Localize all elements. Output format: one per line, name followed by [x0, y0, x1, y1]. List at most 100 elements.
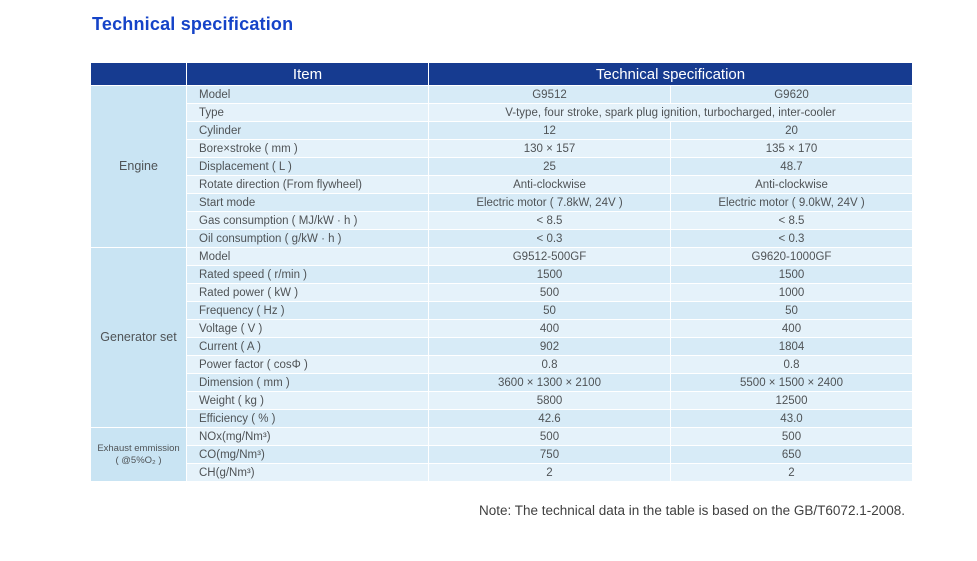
- value-cell: 400: [671, 320, 912, 337]
- value-cell: Electric motor ( 9.0kW, 24V ): [671, 194, 912, 211]
- value-cell: 12500: [671, 392, 912, 409]
- table-row: Rated power ( kW ) 500 1000: [91, 284, 912, 301]
- item-cell: NOx(mg/Nm³): [187, 428, 428, 445]
- item-cell: Efficiency ( % ): [187, 410, 428, 427]
- value-cell: G9620: [671, 86, 912, 103]
- value-cell: 500: [429, 284, 670, 301]
- item-cell: Current ( A ): [187, 338, 428, 355]
- item-cell: Dimension ( mm ): [187, 374, 428, 391]
- item-cell: Rotate direction (From flywheel): [187, 176, 428, 193]
- value-cell: 50: [429, 302, 670, 319]
- item-cell: Start mode: [187, 194, 428, 211]
- value-cell: 25: [429, 158, 670, 175]
- table-row: Engine Model G9512 G9620: [91, 86, 912, 247]
- value-cell: 3600 × 1300 × 2100: [429, 374, 670, 391]
- value-cell: 650: [671, 446, 912, 463]
- item-cell: Bore×stroke ( mm ): [187, 140, 428, 157]
- row-group-label: Exhaust emmission( @5%O₂ ): [91, 428, 186, 481]
- value-cell: 500: [671, 428, 912, 445]
- value-cell: 50: [671, 302, 912, 319]
- table-row: Rotate direction (From flywheel) Anti-clo…: [91, 176, 912, 193]
- value-cell: 5800: [429, 392, 670, 409]
- table-row: Current ( A ) 902 1804: [91, 338, 912, 355]
- value-cell: 2: [429, 464, 670, 481]
- value-cell: 48.7: [671, 158, 912, 175]
- value-cell: 0.8: [429, 356, 670, 373]
- table-row: CH(g/Nm³) 2 2: [91, 464, 912, 481]
- item-cell: Gas consumption ( MJ/kW · h ): [187, 212, 428, 229]
- value-cell: 1804: [671, 338, 912, 355]
- item-cell: Rated power ( kW ): [187, 284, 428, 301]
- table-row: Gas consumption ( MJ/kW · h ) < 8.5 < 8.5: [91, 212, 912, 229]
- value-cell: 500: [429, 428, 670, 445]
- value-cell: 400: [429, 320, 670, 337]
- table-row: Frequency ( Hz ) 50 50: [91, 302, 912, 319]
- value-cell: 12: [429, 122, 670, 139]
- item-cell: CH(g/Nm³): [187, 464, 428, 481]
- value-cell: < 8.5: [671, 212, 912, 229]
- table-row: Generator set Model G9512-500GF G9620-1000G…: [91, 248, 912, 427]
- value-cell: 42.6: [429, 410, 670, 427]
- spec-table-body: Engine Model G9512 G9620 Type V-type, four st…: [91, 86, 912, 481]
- item-column-header: Item: [187, 63, 428, 85]
- header-row: Item Technical specification: [91, 63, 912, 85]
- spec-table: Item Technical specification Engine Model…: [90, 62, 913, 482]
- table-row: Rated speed ( r/min ) 1500 1500: [91, 266, 912, 283]
- value-cell: 750: [429, 446, 670, 463]
- page-title: Technical specification: [92, 14, 294, 34]
- table-row: Power factor ( cosΦ ) 0.8 0.8: [91, 356, 912, 373]
- table-row: Start mode Electric motor ( 7.8kW, 24V ) E…: [91, 194, 912, 211]
- value-cell: 20: [671, 122, 912, 139]
- corner-header-cell: [91, 63, 186, 85]
- value-cell: 130 × 157: [429, 140, 670, 157]
- item-cell: Displacement ( L ): [187, 158, 428, 175]
- value-cell: 2: [671, 464, 912, 481]
- item-cell: Model: [187, 248, 428, 265]
- table-row: Type V-type, four stroke, spark plug igni…: [91, 104, 912, 121]
- value-cell: G9512: [429, 86, 670, 103]
- table-row: CO(mg/Nm³) 750 650: [91, 446, 912, 463]
- value-cell: G9512-500GF: [429, 248, 670, 265]
- value-cell: 5500 × 1500 × 2400: [671, 374, 912, 391]
- row-group-label: Generator set: [91, 248, 186, 427]
- table-row: Bore×stroke ( mm ) 130 × 157 135 × 170: [91, 140, 912, 157]
- value-cell: Electric motor ( 7.8kW, 24V ): [429, 194, 670, 211]
- row-group-label: Engine: [91, 86, 186, 247]
- spec-table-header: Item Technical specification: [91, 63, 912, 85]
- table-row: Displacement ( L ) 25 48.7: [91, 158, 912, 175]
- table-row: Weight ( kg ) 5800 12500: [91, 392, 912, 409]
- item-cell: Cylinder: [187, 122, 428, 139]
- table-row: Voltage ( V ) 400 400: [91, 320, 912, 337]
- item-cell: Power factor ( cosΦ ): [187, 356, 428, 373]
- item-cell: Model: [187, 86, 428, 103]
- value-cell: Anti-clockwise: [429, 176, 670, 193]
- table-row: Oil consumption ( g/kW · h ) < 0.3 < 0.3: [91, 230, 912, 247]
- value-cell: Anti-clockwise: [671, 176, 912, 193]
- value-cell: 1500: [671, 266, 912, 283]
- spec-column-header: Technical specification: [429, 63, 912, 85]
- value-cell: < 0.3: [429, 230, 670, 247]
- value-cell: G9620-1000GF: [671, 248, 912, 265]
- value-cell: < 0.3: [671, 230, 912, 247]
- item-cell: Voltage ( V ): [187, 320, 428, 337]
- note-text: Note: The technical data in the table is…: [478, 503, 905, 518]
- item-cell: Weight ( kg ): [187, 392, 428, 409]
- table-row: Dimension ( mm ) 3600 × 1300 × 2100 5500 ×…: [91, 374, 912, 391]
- table-row: Cylinder 12 20: [91, 122, 912, 139]
- value-cell-span: V-type, four stroke, spark plug ignition…: [429, 104, 912, 121]
- table-row: Efficiency ( % ) 42.6 43.0: [91, 410, 912, 427]
- value-cell: 1500: [429, 266, 670, 283]
- value-cell: 1000: [671, 284, 912, 301]
- value-cell: 902: [429, 338, 670, 355]
- value-cell: 43.0: [671, 410, 912, 427]
- item-cell: Oil consumption ( g/kW · h ): [187, 230, 428, 247]
- value-cell: 135 × 170: [671, 140, 912, 157]
- item-cell: Rated speed ( r/min ): [187, 266, 428, 283]
- value-cell: 0.8: [671, 356, 912, 373]
- value-cell: < 8.5: [429, 212, 670, 229]
- item-cell: CO(mg/Nm³): [187, 446, 428, 463]
- item-cell: Type: [187, 104, 428, 121]
- item-cell: Frequency ( Hz ): [187, 302, 428, 319]
- table-row: Exhaust emmission( @5%O₂ ) NOx(mg/Nm³) 500…: [91, 428, 912, 481]
